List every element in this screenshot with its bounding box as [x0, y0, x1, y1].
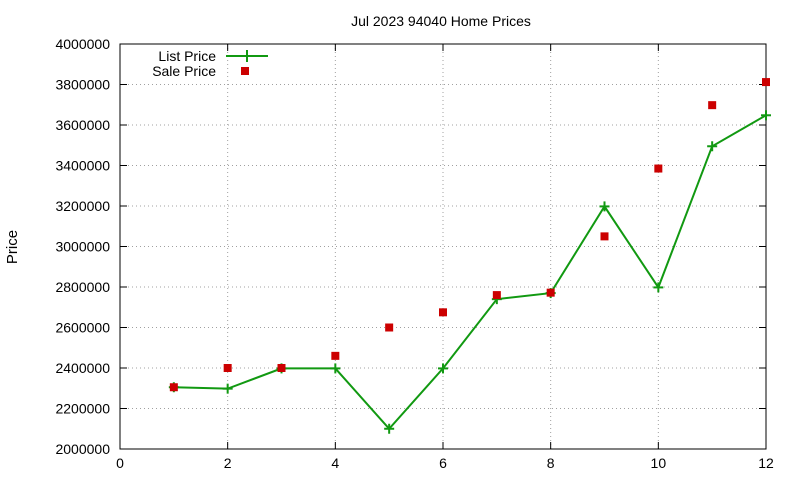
- data-point-list-price: [330, 363, 341, 374]
- series-layer: [168, 78, 771, 434]
- data-point-list-price: [384, 423, 395, 434]
- legend-marker-sale-price: [241, 67, 249, 75]
- y-tick-label: 3800000: [55, 77, 110, 93]
- data-point-sale-price: [546, 288, 555, 297]
- legend-marker-list-price: [241, 50, 253, 62]
- data-point-list-price: [653, 282, 664, 293]
- y-tick-label: 3400000: [55, 158, 110, 174]
- x-tick-label: 10: [651, 455, 667, 471]
- x-tick-label: 4: [331, 455, 339, 471]
- y-tick-label: 2200000: [55, 401, 110, 417]
- y-tick-label: 2800000: [55, 279, 110, 295]
- x-tick-label: 8: [547, 455, 555, 471]
- data-point-sale-price: [277, 364, 286, 372]
- y-tick-label: 3200000: [55, 198, 110, 214]
- y-tick-label: 3600000: [55, 117, 110, 133]
- data-point-sale-price: [762, 78, 770, 87]
- data-point-list-price: [707, 141, 718, 152]
- axis-ticks: 0 2 4 6 8 10 12 2000000 2200000 2400000 2600000 280…: [55, 36, 774, 471]
- x-tick-label: 12: [758, 455, 774, 471]
- data-point-sale-price: [331, 351, 340, 360]
- y-tick-label: 2000000: [55, 441, 110, 457]
- data-point-list-price: [222, 383, 233, 394]
- data-point-sale-price: [169, 383, 178, 392]
- data-point-list-price: [438, 363, 448, 374]
- data-point-list-price: [761, 110, 771, 121]
- chart-title: Jul 2023 94040 Home Prices: [351, 13, 531, 29]
- x-tick-label: 6: [439, 455, 447, 471]
- data-point-list-price: [599, 201, 610, 212]
- y-tick-label: 3000000: [55, 239, 110, 255]
- legend: List Price Sale Price: [152, 48, 268, 79]
- x-tick-label: 0: [116, 455, 124, 471]
- y-tick-label: 2600000: [55, 320, 110, 336]
- data-point-sale-price: [385, 323, 394, 332]
- data-point-sale-price: [223, 364, 232, 372]
- legend-label-list-price: List Price: [158, 48, 216, 64]
- data-point-sale-price: [600, 232, 609, 241]
- y-tick-label: 4000000: [55, 36, 110, 52]
- x-tick-label: 2: [224, 455, 232, 471]
- series-line-list-price: [173, 114, 767, 431]
- y-axis-title: Price: [4, 230, 21, 264]
- data-point-sale-price: [492, 291, 501, 300]
- data-point-sale-price: [654, 164, 663, 173]
- legend-label-sale-price: Sale Price: [152, 63, 216, 79]
- y-tick-label: 2400000: [55, 360, 110, 376]
- data-point-sale-price: [439, 308, 447, 317]
- data-point-sale-price: [708, 101, 717, 110]
